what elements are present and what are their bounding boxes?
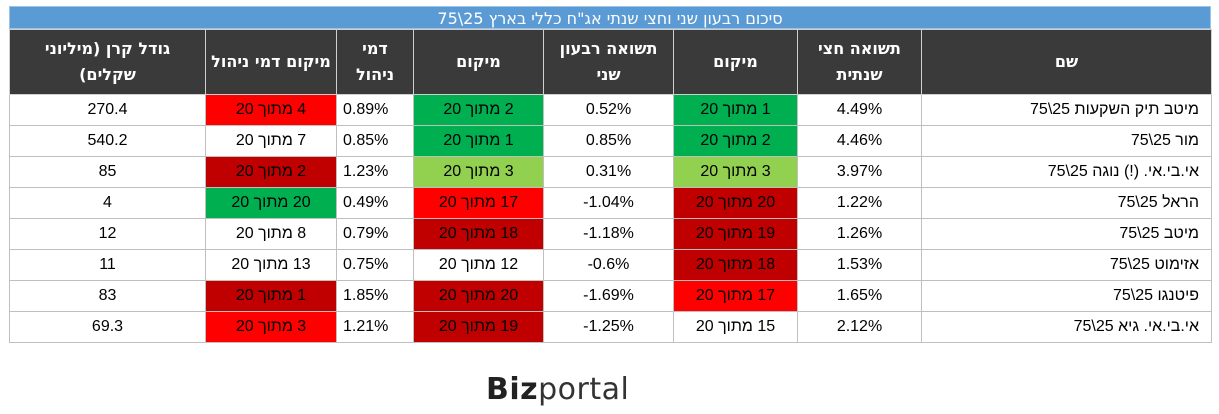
fee-rank: 8 מתוך 20 <box>205 218 337 250</box>
fund-size: 540.2 <box>9 125 206 157</box>
table-row: מיטב 25\75 1.26% 19 מתוך 20 -1.18% 18 מת… <box>9 218 1212 250</box>
header-size: גודל קרן (מיליוני שקלים) <box>9 29 206 95</box>
fee-rank: 3 מתוך 20 <box>205 311 337 343</box>
half-return: 1.53% <box>797 249 922 281</box>
fund-name: מיטב תיק השקעות 25\75 <box>921 94 1212 126</box>
fund-size: 270.4 <box>9 94 206 126</box>
header-row: שם תשואה חצי שנתית מיקום תשואה רבעון שני… <box>9 29 1212 95</box>
header-fee: דמי ניהול <box>336 29 414 95</box>
half-rank: 18 מתוך 20 <box>673 249 798 281</box>
q-rank: 2 מתוך 20 <box>413 94 544 126</box>
q-rank: 12 מתוך 20 <box>413 249 544 281</box>
management-fee: 0.89% <box>336 94 414 126</box>
bizportal-logo: Bizportal <box>486 372 629 407</box>
q-rank: 19 מתוך 20 <box>413 311 544 343</box>
fee-rank: 4 מתוך 20 <box>205 94 337 126</box>
half-rank: 20 מתוך 20 <box>673 187 798 219</box>
half-return: 1.22% <box>797 187 922 219</box>
fund-name: אזימוט 25\75 <box>921 249 1212 281</box>
header-name: שם <box>921 29 1212 95</box>
summary-table-container: סיכום רבעון שני וחצי שנתי אג"ח כללי בארץ… <box>9 6 1212 343</box>
fee-rank: 1 מתוך 20 <box>205 280 337 312</box>
fund-size: 12 <box>9 218 206 250</box>
management-fee: 1.21% <box>336 311 414 343</box>
half-return: 1.26% <box>797 218 922 250</box>
management-fee: 1.23% <box>336 156 414 188</box>
half-return: 2.12% <box>797 311 922 343</box>
fund-size: 85 <box>9 156 206 188</box>
management-fee: 0.79% <box>336 218 414 250</box>
fund-name: אי.בי.אי. (!) נוגה 25\75 <box>921 156 1212 188</box>
fund-size: 11 <box>9 249 206 281</box>
management-fee: 0.75% <box>336 249 414 281</box>
logo-part-portal: portal <box>538 372 630 407</box>
header-fee-rank: מיקום דמי ניהול <box>205 29 337 95</box>
management-fee: 0.85% <box>336 125 414 157</box>
half-rank: 1 מתוך 20 <box>673 94 798 126</box>
header-half-rank: מיקום <box>673 29 798 95</box>
fund-size: 4 <box>9 187 206 219</box>
half-rank: 19 מתוך 20 <box>673 218 798 250</box>
header-q-rank: מיקום <box>413 29 544 95</box>
q-rank: 3 מתוך 20 <box>413 156 544 188</box>
header-q-return: תשואה רבעון שני <box>543 29 674 95</box>
q-return: -1.04% <box>543 187 674 219</box>
funds-table: שם תשואה חצי שנתית מיקום תשואה רבעון שני… <box>9 29 1212 343</box>
half-rank: 3 מתוך 20 <box>673 156 798 188</box>
fund-name: הראל 25\75 <box>921 187 1212 219</box>
table-title: סיכום רבעון שני וחצי שנתי אג"ח כללי בארץ… <box>9 6 1211 29</box>
q-rank: 17 מתוך 20 <box>413 187 544 219</box>
table-row: אי.בי.אי. (!) נוגה 25\75 3.97% 3 מתוך 20… <box>9 156 1212 188</box>
fund-size: 83 <box>9 280 206 312</box>
table-row: פיטנגו 25\75 1.65% 17 מתוך 20 -1.69% 20 … <box>9 280 1212 312</box>
management-fee: 1.85% <box>336 280 414 312</box>
management-fee: 0.49% <box>336 187 414 219</box>
q-return: -0.6% <box>543 249 674 281</box>
fee-rank: 13 מתוך 20 <box>205 249 337 281</box>
q-return: -1.18% <box>543 218 674 250</box>
table-row: מור 25\75 4.46% 2 מתוך 20 0.85% 1 מתוך 2… <box>9 125 1212 157</box>
fee-rank: 2 מתוך 20 <box>205 156 337 188</box>
half-return: 3.97% <box>797 156 922 188</box>
fund-name: מור 25\75 <box>921 125 1212 157</box>
table-row: אי.בי.אי. גיא 25\75 2.12% 15 מתוך 20 -1.… <box>9 311 1212 343</box>
half-return: 4.46% <box>797 125 922 157</box>
half-rank: 17 מתוך 20 <box>673 280 798 312</box>
logo-part-biz: Biz <box>486 372 539 407</box>
table-row: מיטב תיק השקעות 25\75 4.49% 1 מתוך 20 0.… <box>9 94 1212 126</box>
fund-name: אי.בי.אי. גיא 25\75 <box>921 311 1212 343</box>
q-return: -1.69% <box>543 280 674 312</box>
fee-rank: 20 מתוך 20 <box>205 187 337 219</box>
fund-size: 69.3 <box>9 311 206 343</box>
half-rank: 15 מתוך 20 <box>673 311 798 343</box>
q-return: 0.31% <box>543 156 674 188</box>
q-return: -1.25% <box>543 311 674 343</box>
q-rank: 20 מתוך 20 <box>413 280 544 312</box>
fund-name: פיטנגו 25\75 <box>921 280 1212 312</box>
half-rank: 2 מתוך 20 <box>673 125 798 157</box>
q-rank: 18 מתוך 20 <box>413 218 544 250</box>
header-half-return: תשואה חצי שנתית <box>797 29 922 95</box>
table-row: הראל 25\75 1.22% 20 מתוך 20 -1.04% 17 מת… <box>9 187 1212 219</box>
q-return: 0.85% <box>543 125 674 157</box>
half-return: 4.49% <box>797 94 922 126</box>
table-row: אזימוט 25\75 1.53% 18 מתוך 20 -0.6% 12 מ… <box>9 249 1212 281</box>
q-rank: 1 מתוך 20 <box>413 125 544 157</box>
half-return: 1.65% <box>797 280 922 312</box>
q-return: 0.52% <box>543 94 674 126</box>
fee-rank: 7 מתוך 20 <box>205 125 337 157</box>
fund-name: מיטב 25\75 <box>921 218 1212 250</box>
